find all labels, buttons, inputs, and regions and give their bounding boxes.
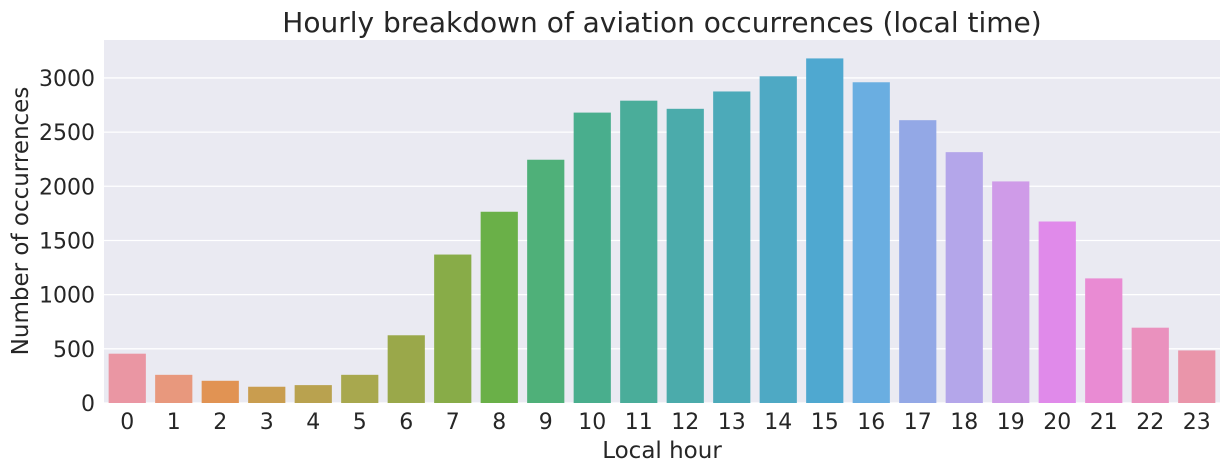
x-tick-label: 3 — [260, 410, 274, 435]
x-tick-labels: 0 1 2 3 4 5 6 7 8 9 10 11 12 13 14 15 16 17 18 19 20 21 22 23 — [120, 410, 1211, 435]
bar-hour-7 — [434, 254, 472, 403]
bar-hour-15 — [806, 58, 844, 403]
x-tick-label: 6 — [399, 410, 413, 435]
bar-hour-14 — [759, 76, 797, 404]
bar-hour-17 — [899, 120, 937, 404]
bars — [108, 58, 1216, 404]
y-axis-label: Number of occurrences — [8, 87, 34, 356]
y-tick-label: 2500 — [39, 121, 95, 146]
x-tick-label: 22 — [1136, 410, 1164, 435]
bar-hour-3 — [248, 386, 286, 403]
bar-hour-22 — [1131, 327, 1169, 403]
bar-hour-13 — [713, 91, 751, 403]
bar-hour-12 — [666, 108, 704, 403]
bar-hour-20 — [1038, 221, 1076, 403]
bar-hour-23 — [1178, 350, 1216, 403]
bar-hour-5 — [341, 374, 379, 403]
x-tick-label: 7 — [446, 410, 460, 435]
x-tick-label: 21 — [1090, 410, 1118, 435]
plot-background — [104, 40, 1220, 403]
x-tick-label: 17 — [904, 410, 932, 435]
y-tick-label: 500 — [53, 338, 95, 363]
x-tick-label: 18 — [950, 410, 978, 435]
bar-hour-19 — [992, 181, 1030, 403]
bar-hour-4 — [294, 385, 332, 403]
bar-hour-2 — [201, 380, 239, 403]
chart-title: Hourly breakdown of aviation occurrences… — [282, 6, 1041, 39]
x-tick-label: 20 — [1043, 410, 1071, 435]
bar-hour-0 — [108, 353, 146, 403]
bar-hour-16 — [852, 82, 890, 403]
x-tick-label: 9 — [539, 410, 553, 435]
x-tick-label: 10 — [578, 410, 606, 435]
y-tick-label: 3000 — [39, 67, 95, 92]
x-tick-label: 19 — [997, 410, 1025, 435]
bar-hour-18 — [945, 152, 983, 403]
x-tick-label: 13 — [718, 410, 746, 435]
x-tick-label: 5 — [353, 410, 367, 435]
bar-hour-21 — [1085, 278, 1123, 403]
y-tick-labels: 0 500 1000 1500 2000 2500 3000 — [39, 67, 95, 417]
x-tick-label: 0 — [120, 410, 134, 435]
x-tick-label: 16 — [857, 410, 885, 435]
y-tick-label: 1000 — [39, 284, 95, 309]
x-tick-label: 15 — [811, 410, 839, 435]
bar-hour-6 — [387, 335, 425, 403]
x-tick-label: 11 — [625, 410, 653, 435]
bar-hour-11 — [620, 100, 658, 403]
y-tick-label: 2000 — [39, 175, 95, 200]
x-axis-label: Local hour — [602, 438, 722, 464]
x-tick-label: 1 — [167, 410, 181, 435]
bar-hour-10 — [573, 112, 611, 403]
x-tick-label: 12 — [671, 410, 699, 435]
y-tick-label: 1500 — [39, 229, 95, 254]
x-tick-label: 2 — [213, 410, 227, 435]
gridlines — [104, 77, 1220, 404]
x-tick-label: 23 — [1183, 410, 1211, 435]
bar-hour-1 — [155, 374, 193, 403]
x-tick-label: 14 — [764, 410, 792, 435]
x-tick-label: 4 — [306, 410, 320, 435]
y-tick-label: 0 — [81, 392, 95, 417]
x-tick-label: 8 — [492, 410, 506, 435]
bar-hour-8 — [480, 211, 518, 403]
bar-hour-9 — [527, 159, 565, 403]
